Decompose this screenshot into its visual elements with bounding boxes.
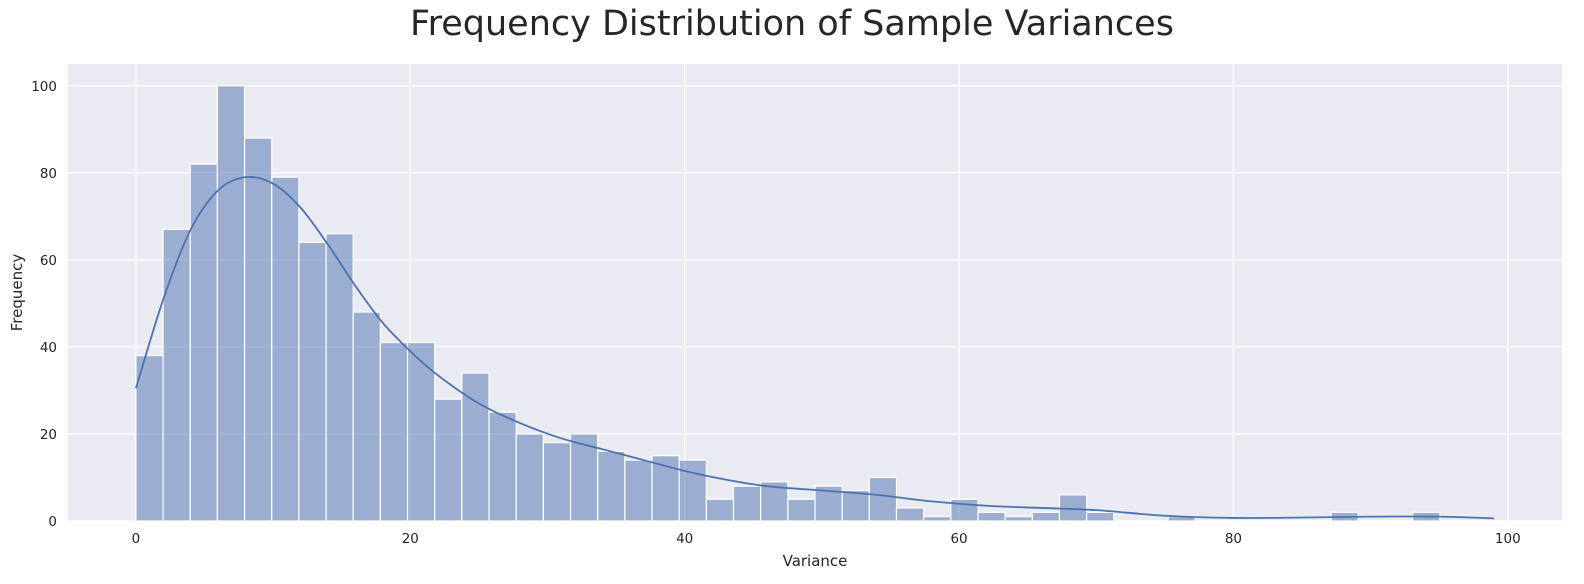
histogram-bar [597, 450, 626, 522]
y-tick-label: 40 [40, 340, 57, 356]
x-axis-label: Variance [783, 552, 848, 570]
histogram-bar [950, 498, 979, 522]
histogram-bar [787, 498, 816, 522]
chart-title: Frequency Distribution of Sample Varianc… [410, 4, 1174, 44]
histogram-bar [841, 489, 870, 522]
x-tick-label: 100 [1495, 531, 1521, 547]
axis-ticks: 0 20 40 60 80 100 0 20 40 60 80 100 [31, 79, 1520, 547]
histogram-bar [325, 233, 354, 522]
histogram-bar [162, 228, 191, 522]
histogram-bar [1086, 511, 1115, 522]
histogram-bar [434, 398, 463, 522]
histogram-bar [1004, 516, 1033, 522]
histogram-bar [1031, 511, 1061, 522]
histogram-bar [298, 241, 327, 522]
y-axis-label: Frequency [8, 254, 26, 332]
x-tick-label: 0 [132, 531, 141, 547]
y-tick-label: 0 [48, 514, 57, 530]
x-tick-label: 40 [676, 531, 693, 547]
histogram-bar [624, 459, 653, 522]
y-tick-label: 20 [40, 427, 57, 443]
histogram-bar [868, 476, 898, 522]
y-tick-label: 60 [40, 253, 57, 269]
x-tick-label: 20 [402, 531, 419, 547]
y-tick-label: 80 [40, 166, 57, 182]
histogram-bar [243, 137, 273, 522]
histogram-bar [569, 433, 599, 522]
histogram-bar [542, 442, 572, 522]
histogram-bar [135, 355, 164, 522]
y-tick-label: 100 [31, 79, 57, 95]
histogram-bar [216, 85, 246, 522]
histogram-bar [379, 341, 409, 522]
x-tick-label: 60 [950, 531, 967, 547]
histogram-bar [678, 459, 707, 522]
histogram-bar [923, 516, 952, 522]
histogram-bar [189, 163, 218, 522]
histogram-bars [135, 85, 1441, 522]
histogram-bar [732, 485, 762, 522]
histogram-bar [977, 511, 1006, 522]
histogram-bar [515, 433, 544, 522]
histogram-bar [461, 372, 490, 522]
histogram-bar [488, 411, 517, 522]
x-tick-label: 80 [1225, 531, 1242, 547]
histogram-bar [352, 311, 381, 522]
histogram-bar [895, 507, 925, 522]
histogram-bar [271, 176, 300, 522]
histogram-bar [705, 498, 735, 522]
kde-line [135, 176, 1495, 520]
